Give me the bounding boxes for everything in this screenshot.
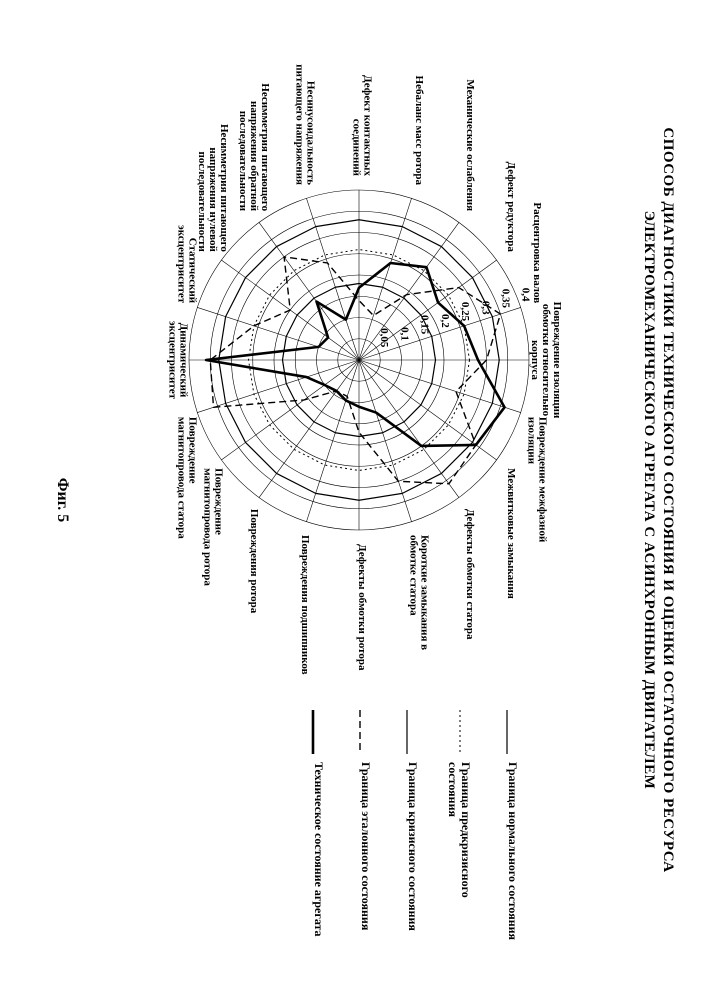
svg-text:Несимметрия питающегонапряжени: Несимметрия питающегонапряжения нулевойп…: [197, 124, 231, 253]
svg-text:Механические ослабления: Механические ослабления: [465, 79, 477, 211]
legend-item: Граница эталонного состояния: [351, 710, 372, 940]
svg-text:Дефекты обмотки статора: Дефекты обмотки статора: [465, 509, 477, 640]
svg-text:Короткие замыкания вобмотке ст: Короткие замыкания вобмотке статора: [408, 535, 431, 650]
radar-chart: 0,050,10,150,20,250,30,350,4Повреждение …: [100, 40, 620, 680]
svg-text:Повреждения ротора: Повреждения ротора: [248, 509, 260, 614]
legend-swatch: [398, 710, 419, 754]
svg-text:Небаланс масс ротора: Небаланс масс ротора: [413, 76, 425, 186]
legend-label: Граница кризисного состояния: [405, 762, 419, 940]
svg-text:Расцентровка валов: Расцентровка валов: [531, 202, 543, 303]
radar-svg: 0,050,10,150,20,250,30,350,4Повреждение …: [100, 40, 620, 680]
svg-text:0,4: 0,4: [520, 288, 532, 302]
svg-text:0,05: 0,05: [379, 328, 391, 348]
svg-text:0,1: 0,1: [399, 327, 411, 341]
rotated-content: СПОСОБ ДИАГНОСТИКИ ТЕХНИЧЕСКОГО СОСТОЯНИ…: [0, 0, 707, 1000]
legend-swatch: [499, 710, 520, 754]
legend-swatch: [351, 710, 372, 754]
legend-label: Граница нормального состояния: [506, 762, 520, 940]
page: СПОСОБ ДИАГНОСТИКИ ТЕХНИЧЕСКОГО СОСТОЯНИ…: [0, 0, 707, 1000]
svg-text:Статическийэксцентриситет: Статическийэксцентриситет: [176, 225, 199, 304]
svg-text:Повреждениемагнитопровода стат: Повреждениемагнитопровода статора: [176, 417, 199, 539]
legend-label: Граница предкризисного состояния: [445, 762, 473, 940]
legend-swatch: [452, 710, 473, 754]
svg-text:0,35: 0,35: [500, 289, 512, 309]
svg-text:Повреждения подшипников: Повреждения подшипников: [300, 535, 312, 675]
svg-text:0,2: 0,2: [439, 314, 451, 328]
title-line-1: СПОСОБ ДИАГНОСТИКИ ТЕХНИЧЕСКОГО СОСТОЯНИ…: [660, 127, 676, 872]
svg-text:Повреждениемагнитопровода рото: Повреждениемагнитопровода ротора: [202, 468, 225, 586]
svg-text:Несимметрия питающегонапряжени: Несимметрия питающегонапряжения обратной…: [237, 83, 271, 212]
svg-text:Динамическийэксцентриситет: Динамическийэксцентриситет: [167, 321, 190, 400]
legend-label: Граница эталонного состояния: [358, 762, 372, 940]
svg-text:Дефекты обмотки ротора: Дефекты обмотки ротора: [357, 544, 369, 671]
svg-text:Повреждение межфазнойизоляции: Повреждение межфазнойизоляции: [526, 417, 549, 543]
legend-swatch: [304, 710, 325, 754]
legend-label: Техническое состояние агрегата: [311, 762, 325, 940]
page-title: СПОСОБ ДИАГНОСТИКИ ТЕХНИЧЕСКОГО СОСТОЯНИ…: [640, 0, 707, 1000]
legend-item: Техническое состояние агрегата: [304, 710, 325, 940]
svg-text:Межвитковые замыкания: Межвитковые замыкания: [505, 468, 517, 599]
legend-item: Граница нормального состояния: [499, 710, 520, 940]
legend-item: Граница кризисного состояния: [398, 710, 419, 940]
svg-text:0,25: 0,25: [460, 302, 472, 322]
figure-caption: Фиг. 5: [54, 0, 80, 1000]
svg-text:Повреждение изоляцииобмотки от: Повреждение изоляцииобмотки относительно…: [530, 302, 564, 419]
legend-item: Граница предкризисного состояния: [445, 710, 473, 940]
legend: Граница нормального состояния Граница пре…: [278, 710, 520, 940]
svg-text:Несинусоидальностьпитающего на: Несинусоидальностьпитающего напряжения: [294, 64, 317, 185]
figure: 0,050,10,150,20,250,30,350,4Повреждение …: [80, 0, 640, 1000]
svg-text:Дефект редуктора: Дефект редуктора: [505, 162, 517, 253]
title-line-2: ЭЛЕКТРОМЕХАНИЧЕСКОГО АГРЕГАТА С АСИНХРОН…: [641, 211, 657, 790]
svg-text:Дефект контактныхсоединений: Дефект контактныхсоединений: [351, 75, 374, 177]
